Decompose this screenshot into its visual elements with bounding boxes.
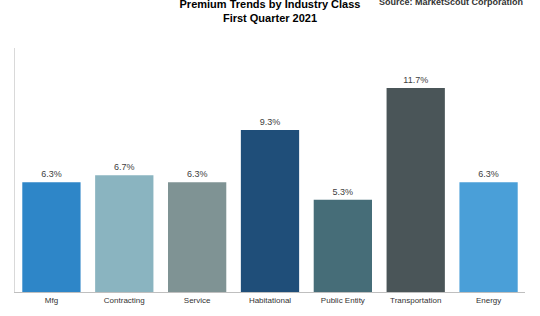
svg-text:Public Entity: Public Entity	[321, 296, 365, 305]
svg-text:Mfg: Mfg	[45, 296, 58, 305]
svg-text:6.7%: 6.7%	[114, 162, 135, 172]
svg-text:5.3%: 5.3%	[333, 187, 354, 197]
svg-text:Source: MarketScout Corporatio: Source: MarketScout Corporation	[379, 0, 523, 7]
svg-text:9.3%: 9.3%	[260, 117, 281, 127]
svg-text:Premium Trends by Industry Cla: Premium Trends by Industry ClassFirst Qu…	[180, 0, 361, 24]
svg-text:Transportation: Transportation	[390, 296, 441, 305]
svg-text:Service: Service	[184, 296, 211, 305]
svg-text:Contracting: Contracting	[104, 296, 145, 305]
svg-text:6.3%: 6.3%	[478, 169, 499, 179]
svg-text:6.3%: 6.3%	[41, 169, 62, 179]
svg-text:Energy: Energy	[476, 296, 501, 305]
svg-text:6.3%: 6.3%	[187, 169, 208, 179]
svg-text:11.7%: 11.7%	[403, 75, 428, 85]
svg-text:Habitational: Habitational	[249, 296, 291, 305]
